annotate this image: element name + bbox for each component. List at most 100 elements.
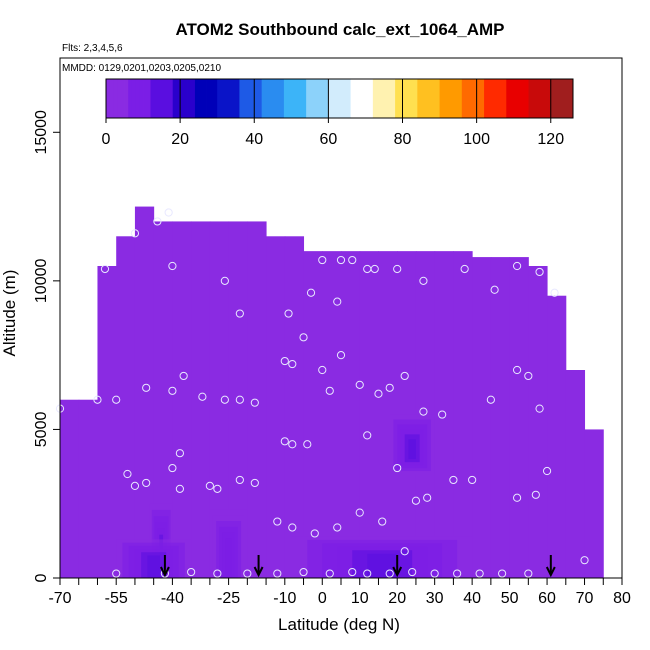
- colorbar-swatch: [535, 79, 541, 118]
- x-tick-label: 60: [538, 590, 556, 607]
- sample-point: [524, 569, 533, 578]
- x-tick-label: 70: [576, 590, 594, 607]
- y-tick-label: 0: [33, 573, 50, 582]
- colorbar-swatch: [117, 79, 122, 118]
- colorbar-swatch: [502, 79, 507, 118]
- colorbar-swatch: [406, 79, 411, 118]
- colorbar-swatch: [509, 79, 515, 118]
- sample-point: [438, 410, 447, 419]
- sample-point: [408, 567, 417, 577]
- colorbar-swatch: [139, 79, 144, 118]
- y-tick-label: 10000: [33, 259, 50, 304]
- field-cell: [172, 221, 192, 578]
- colorbar-swatch: [194, 79, 200, 118]
- sample-point: [449, 475, 458, 485]
- colorbar-swatch: [343, 79, 348, 118]
- field-cell: [472, 257, 492, 578]
- colorbar-swatch: [183, 79, 188, 118]
- sample-point: [243, 569, 252, 578]
- sample-point: [299, 333, 308, 342]
- colorbar-tick-label: 60: [319, 131, 337, 148]
- x-tick-label: 40: [463, 590, 481, 607]
- sample-point: [284, 309, 293, 318]
- sample-point: [288, 359, 297, 369]
- sample-point: [198, 392, 207, 401]
- colorbar-swatch: [380, 79, 385, 118]
- colorbar-swatch: [246, 79, 251, 118]
- x-tick-label: -40: [161, 590, 184, 607]
- sample-point: [378, 517, 387, 526]
- colorbar-swatch: [224, 79, 229, 118]
- sample-point: [460, 264, 469, 274]
- sample-point: [318, 255, 327, 265]
- colorbar-swatch: [295, 79, 300, 118]
- colorbar-swatch: [180, 79, 185, 118]
- colorbar-swatch: [339, 79, 344, 118]
- sample-point: [175, 484, 184, 493]
- colorbar-swatch: [421, 79, 426, 118]
- colorbar-swatch: [454, 79, 459, 118]
- field-cell: [322, 251, 342, 578]
- sample-point: [112, 395, 121, 404]
- field-cell: [341, 251, 361, 578]
- colorbar-swatch: [157, 79, 162, 118]
- sample-point: [235, 309, 244, 318]
- sample-point: [336, 255, 346, 265]
- sample-point: [164, 208, 173, 217]
- sample-point: [168, 386, 177, 395]
- colorbar-swatch: [428, 79, 433, 118]
- sample-point: [93, 395, 102, 404]
- colorbar-swatch: [146, 79, 151, 118]
- sample-point: [112, 569, 121, 578]
- colorbar-swatch: [413, 79, 418, 118]
- sample-point: [318, 365, 327, 375]
- colorbar-swatch: [487, 79, 492, 118]
- sample-point: [280, 437, 289, 446]
- field-cell: [78, 399, 98, 578]
- colorbar-swatch: [402, 79, 407, 118]
- colorbar-swatch: [328, 79, 333, 118]
- field-cell: [509, 257, 529, 578]
- colorbar-swatch: [283, 79, 289, 118]
- field-cell: [116, 236, 136, 579]
- sample-point: [393, 463, 402, 473]
- sample-point: [498, 569, 507, 578]
- colorbar-swatch: [120, 79, 125, 118]
- colorbar-swatch: [439, 79, 444, 118]
- field-cell: [266, 236, 286, 579]
- sample-point: [235, 475, 244, 485]
- colorbar-swatch: [131, 79, 137, 118]
- colorbar-swatch: [257, 79, 263, 118]
- colorbar-swatch: [558, 79, 563, 118]
- sample-point: [400, 371, 409, 381]
- colorbar-swatch: [276, 79, 281, 118]
- colorbar-swatch: [154, 79, 159, 118]
- field-cell: [284, 236, 305, 579]
- colorbar-swatch: [287, 79, 292, 118]
- sample-point: [273, 569, 282, 578]
- colorbar-swatch: [513, 79, 518, 118]
- colorbar-swatch: [458, 79, 463, 118]
- y-axis-label: Altitude (m): [0, 270, 19, 357]
- dates-subtitle: MMDD: 0129,0201,0203,0205,0210: [62, 63, 221, 74]
- colorbar-swatch: [272, 79, 277, 118]
- field-cell: [565, 370, 586, 578]
- sample-point: [430, 569, 439, 578]
- colorbar-swatch: [320, 79, 326, 118]
- sample-point: [411, 496, 421, 505]
- sample-point: [273, 517, 282, 526]
- sample-point: [348, 255, 357, 265]
- colorbar-swatch: [176, 79, 181, 118]
- colorbar-swatch: [372, 79, 377, 118]
- sample-point: [100, 264, 110, 274]
- colorbar-tick-label: 20: [171, 131, 189, 148]
- colorbar-swatch: [346, 79, 352, 118]
- sample-point: [280, 356, 289, 366]
- arrow-head: [160, 566, 170, 578]
- colorbar-swatch: [124, 79, 129, 118]
- colorbar-swatch: [332, 79, 337, 118]
- sample-point: [325, 386, 334, 395]
- colorbar-swatch: [161, 79, 166, 118]
- colorbar-swatch: [261, 79, 266, 118]
